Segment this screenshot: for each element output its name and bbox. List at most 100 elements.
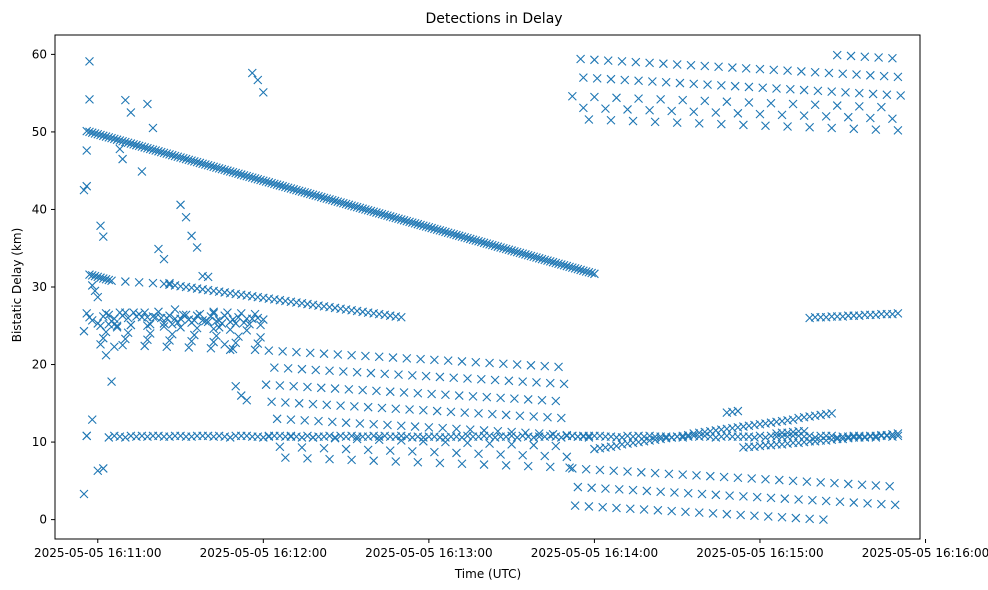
data-point (96, 339, 105, 349)
data-point (377, 403, 387, 413)
data-point (181, 310, 191, 320)
data-point (612, 93, 621, 103)
data-point (134, 141, 144, 151)
data-point (407, 446, 417, 456)
data-point (184, 315, 194, 324)
data-point (278, 346, 288, 356)
data-point (247, 173, 257, 183)
data-point (380, 369, 390, 379)
data-point (584, 433, 594, 442)
data-point (247, 68, 257, 78)
data-point (383, 420, 392, 430)
data-point (479, 238, 489, 248)
data-point (98, 464, 108, 473)
data-point (452, 448, 461, 458)
data-point (264, 346, 274, 355)
data-point (893, 431, 903, 441)
data-point (286, 432, 296, 442)
data-point (148, 278, 158, 288)
data-point (181, 154, 191, 164)
data-point (206, 161, 216, 171)
data-point (863, 498, 872, 508)
data-point (474, 408, 483, 418)
data-point (140, 308, 150, 317)
data-point (625, 504, 635, 514)
data-point (209, 337, 219, 347)
data-point (137, 167, 147, 176)
x-axis-label: Time (UTC) (454, 567, 521, 581)
data-point (209, 308, 219, 318)
data-point (479, 426, 489, 435)
data-point (832, 101, 842, 110)
data-point (578, 103, 588, 113)
data-point (87, 415, 97, 424)
data-point (109, 342, 119, 352)
data-point (107, 377, 116, 386)
data-point (361, 205, 370, 214)
data-point (305, 189, 315, 199)
data-point (300, 415, 310, 425)
data-point (612, 503, 621, 513)
x-tick-label: 2025-05-05 16:11:00 (34, 546, 161, 560)
data-point (358, 385, 368, 395)
data-point (876, 102, 886, 112)
data-point (750, 511, 759, 521)
data-point (87, 128, 97, 138)
data-point (441, 227, 450, 237)
data-point (441, 390, 450, 400)
data-point (819, 515, 828, 525)
data-point (421, 222, 431, 231)
data-point (129, 139, 139, 149)
data-point (264, 431, 274, 441)
data-point (104, 310, 114, 320)
data-point (297, 443, 307, 452)
data-point (258, 176, 268, 186)
data-point (120, 334, 130, 344)
data-point (236, 308, 246, 318)
data-point (192, 243, 202, 252)
data-point (344, 384, 354, 394)
data-point (120, 277, 130, 286)
data-point (827, 123, 837, 133)
data-point (642, 486, 652, 496)
data-point (744, 98, 754, 107)
data-point (772, 84, 781, 93)
data-point (761, 121, 770, 131)
data-point (98, 131, 108, 141)
data-point (700, 61, 710, 71)
data-point (551, 441, 561, 451)
data-point (176, 322, 185, 332)
data-point (242, 395, 252, 405)
data-point (628, 116, 638, 126)
data-point (82, 431, 92, 441)
data-point (225, 325, 235, 335)
data-point (120, 137, 130, 147)
data-point (711, 490, 721, 500)
data-point (457, 232, 467, 241)
data-point (87, 281, 97, 290)
data-point (413, 219, 423, 229)
x-tick-label: 2025-05-05 16:16:00 (862, 546, 988, 560)
data-point (289, 184, 299, 194)
data-point (140, 341, 150, 351)
data-point (407, 218, 417, 228)
data-point (336, 198, 345, 207)
data-point (556, 433, 566, 442)
data-point (118, 340, 127, 350)
data-point (421, 371, 431, 381)
data-point (236, 391, 246, 400)
data-point (115, 144, 125, 154)
data-point (805, 514, 815, 524)
data-point (788, 476, 798, 486)
data-point (275, 181, 285, 190)
data-point (750, 433, 759, 442)
data-point (178, 153, 188, 163)
data-point (156, 313, 166, 323)
data-point (93, 466, 103, 476)
y-tick-label: 0 (39, 513, 47, 527)
data-point (234, 332, 243, 342)
data-point (402, 216, 412, 226)
data-point (396, 436, 406, 445)
x-tick-label: 2025-05-05 16:15:00 (696, 546, 823, 560)
data-point (363, 402, 373, 412)
